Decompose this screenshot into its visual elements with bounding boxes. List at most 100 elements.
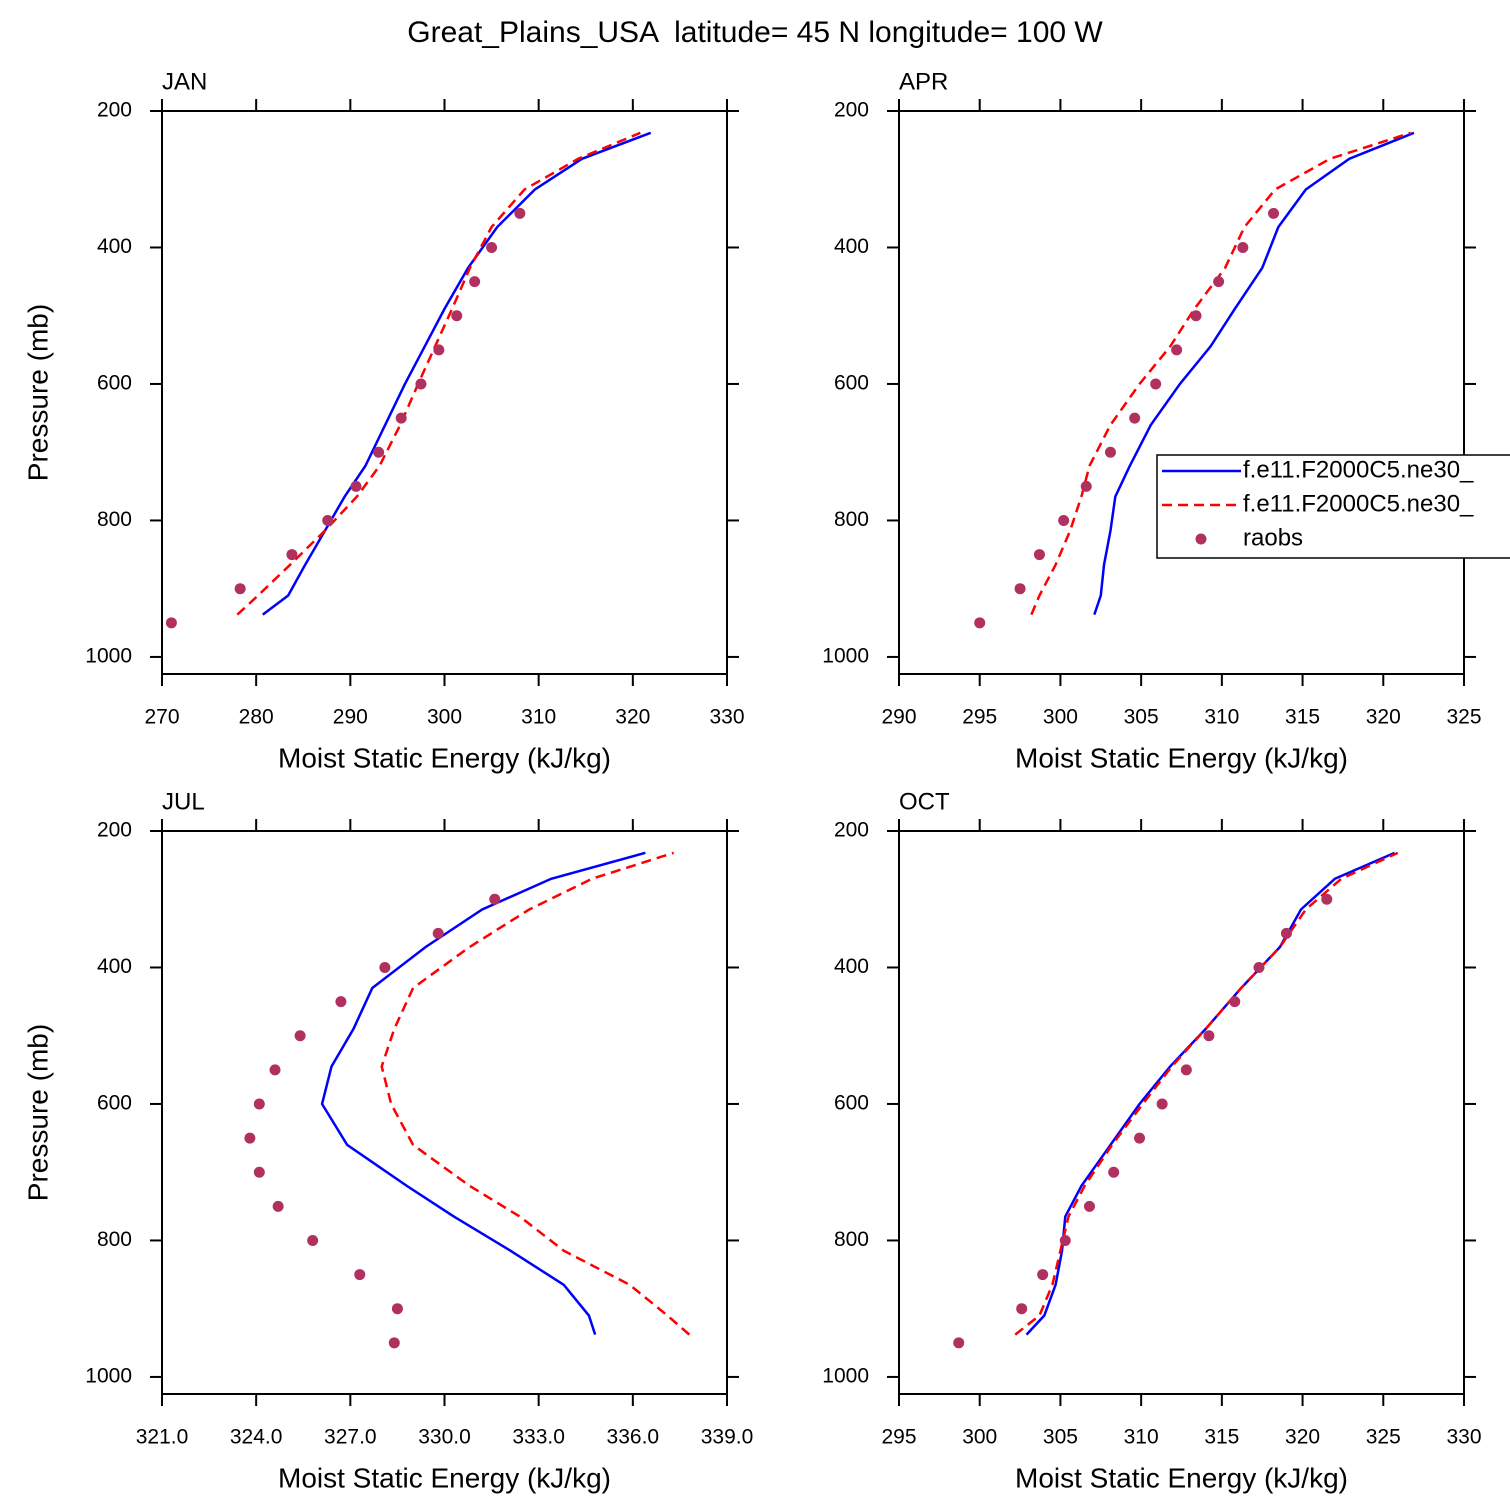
raob-point (1171, 344, 1183, 356)
x-tick-label: 339.0 (701, 1426, 754, 1449)
raob-point (1058, 514, 1070, 526)
y-tick-label: 400 (97, 955, 132, 978)
raob-point (286, 549, 298, 561)
raob-point (234, 583, 246, 595)
x-tick-label: 300 (1043, 706, 1078, 729)
panel: 290 295 300 305 310 315 320 325 200 400 600 800 1000… (822, 68, 1510, 773)
raob-point (1268, 207, 1280, 219)
raob-point (953, 1337, 965, 1349)
y-tick-label: 800 (834, 508, 869, 531)
raob-point (294, 1030, 306, 1042)
x-axis-title: Moist Static Energy (kJ/kg) (278, 742, 611, 773)
raob-point (1253, 961, 1265, 973)
panel: 270 280 290 300 310 320 330 200 400 600 800 1000 JAN… (22, 68, 744, 773)
x-tick-label: 321.0 (136, 1426, 189, 1449)
raob-point (489, 893, 501, 905)
plot-frame (161, 830, 728, 1395)
plot-frame (161, 110, 728, 675)
x-tick-label: 330.0 (418, 1426, 471, 1449)
y-tick-label: 1000 (822, 1364, 869, 1387)
x-tick-label: 290 (333, 706, 368, 729)
x-tick-label: 330 (1446, 1426, 1481, 1449)
x-tick-label: 295 (881, 1426, 916, 1449)
x-tick-label: 305 (1043, 1426, 1078, 1449)
series-line (236, 131, 641, 616)
raob-point (350, 480, 362, 492)
y-axis-title: Pressure (mb) (22, 304, 53, 481)
x-tick-label: 280 (239, 706, 274, 729)
x-axis-title: Moist Static Energy (kJ/kg) (1015, 1462, 1348, 1493)
y-tick-label: 200 (97, 819, 132, 842)
raob-point (433, 344, 445, 356)
raob-point (244, 1132, 256, 1144)
series-line (380, 851, 691, 1336)
x-axis-title: Moist Static Energy (kJ/kg) (1015, 742, 1348, 773)
series-line (1014, 851, 1399, 1336)
x-tick-label: 270 (144, 706, 179, 729)
plot-frame (898, 830, 1465, 1395)
raob-point (432, 927, 444, 939)
raob-point (253, 1098, 265, 1110)
raob-point (1014, 583, 1026, 595)
panel: 321.0 324.0 327.0 330.0 333.0 336.0 339.0 200 40… (22, 788, 753, 1493)
panel-title: JAN (162, 68, 207, 95)
raob-point (322, 514, 334, 526)
x-tick-label: 295 (962, 706, 997, 729)
y-tick-label: 1000 (85, 1364, 132, 1387)
x-tick-label: 315 (1204, 1426, 1239, 1449)
raob-point (1129, 412, 1141, 424)
raob-point (1150, 378, 1162, 390)
raob-point (1229, 996, 1241, 1008)
x-tick-label: 324.0 (230, 1426, 283, 1449)
x-tick-label: 310 (1204, 706, 1239, 729)
y-tick-label: 800 (97, 508, 132, 531)
x-tick-label: 290 (881, 706, 916, 729)
y-tick-label: 800 (834, 1228, 869, 1251)
x-tick-label: 327.0 (324, 1426, 377, 1449)
x-tick-label: 300 (427, 706, 462, 729)
plot-frame (898, 110, 1465, 675)
x-tick-label: 333.0 (512, 1426, 565, 1449)
raob-point (1180, 1064, 1192, 1076)
y-tick-label: 400 (834, 955, 869, 978)
y-tick-label: 600 (834, 372, 869, 395)
y-tick-label: 600 (97, 1092, 132, 1115)
raob-point (272, 1200, 284, 1212)
panel: 295 300 305 310 315 320 325 330 200 400 600 800 1000… (822, 788, 1481, 1493)
x-tick-label: 320 (1285, 1426, 1320, 1449)
raob-point (165, 617, 177, 629)
y-tick-label: 400 (834, 235, 869, 258)
y-axis-title: Pressure (mb) (22, 1024, 53, 1201)
x-tick-label: 310 (1124, 1426, 1159, 1449)
y-tick-label: 1000 (85, 644, 132, 667)
x-tick-label: 320 (615, 706, 650, 729)
y-tick-label: 400 (97, 235, 132, 258)
raob-point (395, 412, 407, 424)
raob-point (514, 207, 526, 219)
x-tick-label: 300 (962, 1426, 997, 1449)
series-line (1093, 131, 1415, 616)
y-tick-label: 200 (834, 819, 869, 842)
raob-point (253, 1166, 265, 1178)
series-line (262, 131, 652, 616)
raob-point (469, 276, 481, 288)
y-tick-label: 800 (97, 1228, 132, 1251)
raob-point (1190, 310, 1202, 322)
raob-point (1203, 1030, 1215, 1042)
raob-point (451, 310, 463, 322)
x-tick-label: 336.0 (607, 1426, 660, 1449)
raob-point (1083, 1200, 1095, 1212)
raob-point (1156, 1098, 1168, 1110)
x-tick-label: 320 (1366, 706, 1401, 729)
raob-point (391, 1303, 403, 1315)
raob-point (388, 1337, 400, 1349)
raob-point (1080, 480, 1092, 492)
series-line (1030, 131, 1412, 616)
raob-point (1237, 241, 1249, 253)
raob-point (307, 1234, 319, 1246)
legend-marker (1195, 533, 1207, 545)
y-tick-label: 200 (834, 99, 869, 122)
series-line (320, 851, 646, 1336)
y-tick-label: 600 (97, 372, 132, 395)
